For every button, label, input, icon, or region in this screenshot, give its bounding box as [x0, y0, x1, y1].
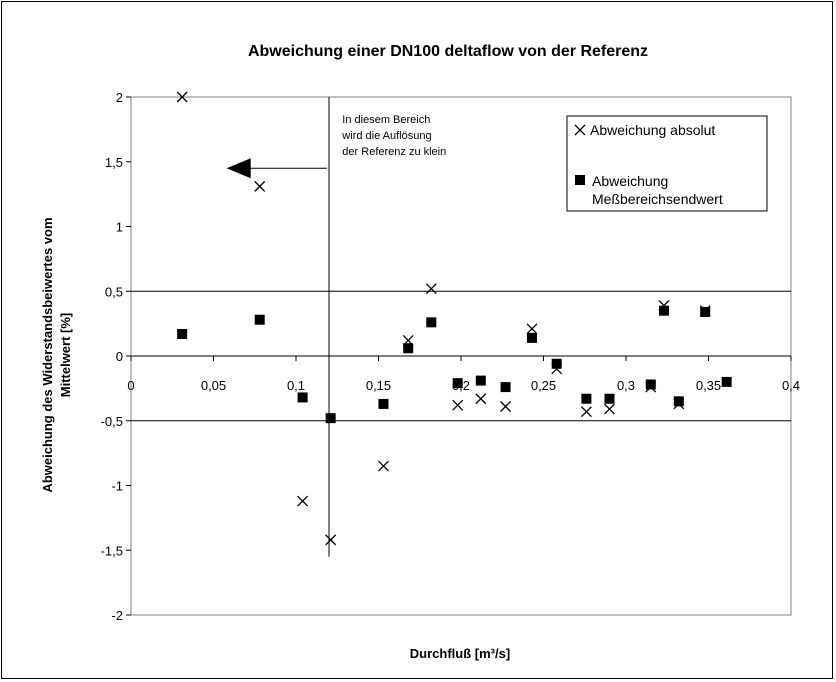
- point-messbereichsendwert: [645, 379, 656, 390]
- point-messbereichsendwert: [297, 392, 308, 403]
- point-messbereichsendwert: [673, 396, 684, 407]
- point-messbereichsendwert: [325, 413, 336, 424]
- y-axis-title: Abweichung des Widerstandsbeiwertes vom …: [40, 217, 73, 492]
- y-tick-label: 0,5: [105, 284, 123, 299]
- legend-box: [566, 115, 768, 212]
- y-tick-label: 2: [116, 90, 123, 105]
- legend-label-messbereich-line-1: Abweichung: [592, 173, 668, 189]
- annotation-line-2: wird die Auflösung: [341, 130, 431, 142]
- point-absolut: [500, 401, 512, 412]
- y-tick-label: -1: [111, 479, 123, 494]
- point-messbereichsendwert: [426, 317, 437, 328]
- x-tick-label: 0,15: [366, 378, 391, 393]
- annotation-arrow-head: [226, 158, 251, 179]
- x-tick-label: 0: [127, 378, 134, 393]
- legend: Abweichung absolut Abweichung Meßbereich…: [566, 115, 768, 212]
- point-messbereichsendwert: [254, 314, 265, 325]
- reference-lines: [131, 97, 791, 557]
- point-absolut: [297, 495, 309, 507]
- x-tick-label: 0,4: [782, 378, 800, 393]
- y-tick-label: 1: [116, 220, 123, 235]
- point-messbereichsendwert: [177, 328, 188, 339]
- x-tick-label: 0,25: [531, 378, 556, 393]
- y-tick-label: -2: [111, 608, 123, 623]
- annotation: In diesem Bereich wird die Auflösung der…: [226, 114, 446, 179]
- x-tick-label: 0,35: [696, 378, 721, 393]
- x-tick-label: 0,05: [201, 378, 226, 393]
- point-absolut: [604, 403, 615, 415]
- annotation-line-3: der Referenz zu klein: [342, 146, 446, 158]
- point-absolut: [377, 460, 389, 472]
- point-absolut: [452, 399, 464, 411]
- point-messbereichsendwert: [721, 376, 732, 387]
- y-tick-label: -1,5: [101, 543, 123, 558]
- point-messbereichsendwert: [378, 398, 389, 409]
- legend-marker-square: [575, 175, 585, 185]
- point-absolut: [425, 283, 437, 295]
- chart-title: Abweichung einer DN100 deltaflow von der…: [248, 43, 648, 60]
- data-points: [176, 91, 732, 546]
- x-tick-label: 0,3: [617, 378, 635, 393]
- point-messbereichsendwert: [403, 343, 414, 354]
- y-tick-label: 1,5: [105, 155, 123, 170]
- point-messbereichsendwert: [658, 305, 669, 316]
- point-absolut: [580, 406, 592, 418]
- annotation-line-1: In diesem Bereich: [342, 114, 430, 126]
- point-messbereichsendwert: [475, 375, 486, 386]
- point-absolut: [176, 91, 188, 103]
- point-absolut: [325, 534, 337, 546]
- point-messbereichsendwert: [604, 393, 615, 404]
- y-axis-title-line-2: Mittelwert [%]: [58, 313, 73, 398]
- point-absolut: [475, 393, 487, 405]
- legend-marker-x: [574, 124, 586, 136]
- point-messbereichsendwert: [452, 378, 463, 389]
- point-messbereichsendwert: [551, 358, 562, 369]
- legend-label-absolut: Abweichung absolut: [590, 122, 715, 138]
- point-messbereichsendwert: [500, 382, 511, 393]
- point-messbereichsendwert: [526, 332, 537, 343]
- x-tick-label: 0,1: [287, 378, 305, 393]
- point-absolut: [526, 323, 538, 335]
- x-axis-title: Durchfluß [m³/s]: [410, 646, 510, 661]
- y-axis-title-line-1: Abweichung des Widerstandsbeiwertes vom: [40, 217, 55, 492]
- point-messbereichsendwert: [581, 393, 592, 404]
- y-tick-label: -0,5: [101, 414, 123, 429]
- y-tick-label: 0: [116, 349, 123, 364]
- point-absolut: [254, 180, 266, 192]
- point-messbereichsendwert: [700, 306, 711, 317]
- legend-label-messbereich-line-2: Meßbereichsendwert: [592, 191, 723, 207]
